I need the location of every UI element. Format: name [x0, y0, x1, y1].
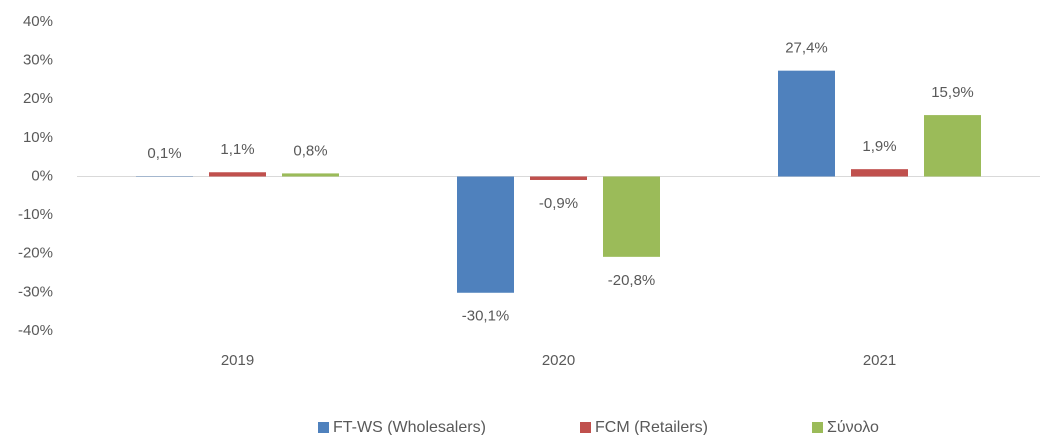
legend-label: FCM (Retailers): [595, 419, 708, 435]
y-tick-label: 40%: [23, 13, 53, 30]
bar: [282, 173, 339, 177]
y-tick-label: 30%: [23, 52, 53, 69]
x-tick-label: 2021: [863, 352, 896, 369]
data-label: 1,9%: [862, 138, 896, 155]
bar: [209, 172, 266, 177]
bar: [603, 176, 660, 257]
y-tick-label: -40%: [18, 322, 53, 339]
y-tick-label: 20%: [23, 90, 53, 107]
legend-label: Σύνολο: [827, 419, 879, 435]
y-tick-label: -10%: [18, 206, 53, 223]
data-label: 27,4%: [785, 40, 828, 57]
y-tick-label: -30%: [18, 283, 53, 300]
data-label: 15,9%: [931, 84, 974, 101]
data-label: 1,1%: [220, 141, 254, 158]
legend-swatch: [318, 422, 329, 433]
y-tick-label: 10%: [23, 129, 53, 146]
legend-swatch: [812, 422, 823, 433]
x-tick-label: 2020: [542, 352, 575, 369]
data-label: -30,1%: [462, 308, 510, 325]
bar: [530, 176, 587, 180]
bar: [924, 115, 981, 177]
y-tick-label: 0%: [31, 167, 53, 184]
x-tick-label: 2019: [221, 352, 254, 369]
bar: [778, 70, 835, 177]
data-label: -20,8%: [608, 272, 656, 289]
y-tick-label: -20%: [18, 245, 53, 262]
data-label: 0,1%: [147, 145, 181, 162]
bar: [851, 169, 908, 177]
data-label: -0,9%: [539, 195, 578, 212]
legend-swatch: [580, 422, 591, 433]
bar: [457, 176, 514, 293]
data-label: 0,8%: [293, 142, 327, 159]
legend-label: FT-WS (Wholesalers): [333, 419, 486, 435]
